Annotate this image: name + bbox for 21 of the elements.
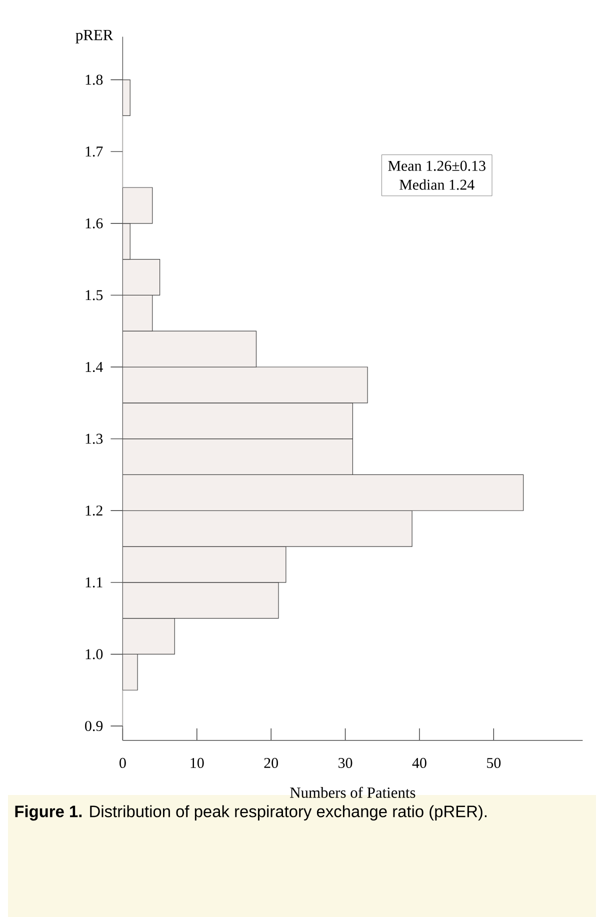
y-tick-label: 1.0 — [86, 649, 103, 660]
annotation: Median 1.24 — [400, 179, 474, 190]
x-tick-label: 30 — [338, 758, 352, 768]
y-tick-label: 1.2 — [86, 506, 102, 516]
y-tick-label: 1.3 — [86, 434, 103, 444]
text: Figure 1. Distribution of peak respiratory exchange ratio (pRER). — [15, 805, 486, 821]
annotation: Mean 1.26±0.13 — [388, 160, 486, 171]
y-tick-label: 0.9 — [85, 720, 103, 732]
y-tick-label: 1.5 — [86, 290, 103, 300]
x-axis-title: Numbers of Patients — [290, 786, 416, 798]
x-tick-label: 0 — [120, 758, 126, 768]
y-tick-label: 1.6 — [86, 218, 103, 228]
y-tick-label: 1.8 — [86, 74, 103, 85]
y-tick-label: 1.7 — [86, 146, 103, 157]
x-tick-label: 50 — [487, 758, 501, 768]
x-tick-label: 40 — [412, 758, 426, 768]
y-axis-title: pRER — [76, 30, 114, 44]
x-tick-label: 20 — [264, 758, 278, 768]
y-tick-label: 1.4 — [86, 362, 103, 372]
y-tick-label: 1.1 — [86, 577, 102, 588]
x-tick-label: 10 — [190, 758, 204, 768]
